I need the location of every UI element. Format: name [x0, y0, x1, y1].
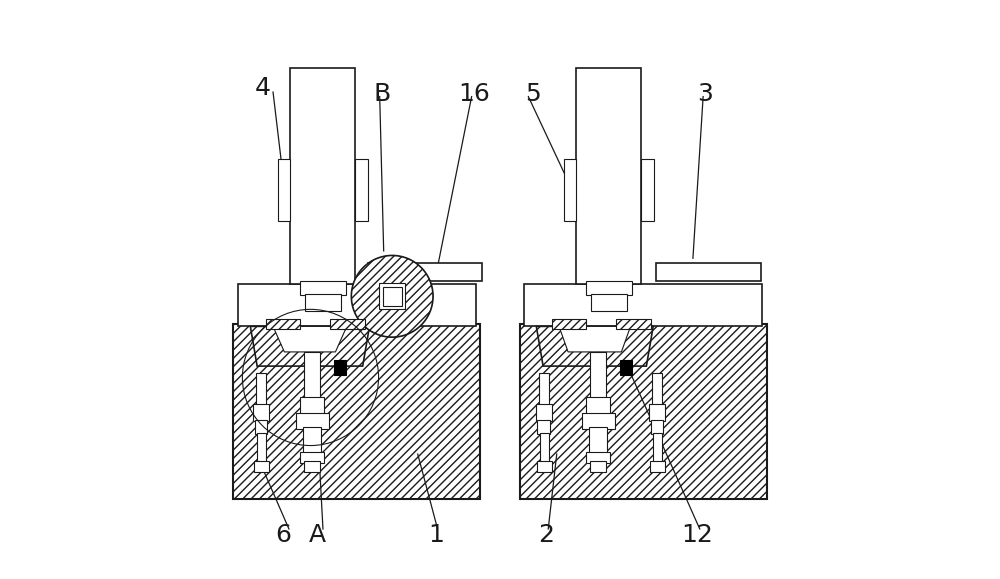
Bar [300, 397, 324, 415]
Bar [524, 284, 762, 327]
Bar [330, 319, 365, 329]
Bar [290, 68, 355, 284]
Bar [355, 159, 368, 221]
Bar [300, 452, 324, 463]
Bar [653, 433, 662, 463]
Bar [304, 461, 320, 472]
Bar [652, 373, 662, 406]
Bar [651, 420, 663, 434]
Text: 4: 4 [255, 76, 271, 100]
Text: 6: 6 [275, 523, 291, 547]
Text: 12: 12 [682, 523, 713, 547]
Bar [305, 294, 341, 311]
Text: 2: 2 [539, 523, 555, 547]
Bar [266, 319, 300, 329]
Bar [650, 461, 665, 472]
Bar [590, 461, 606, 472]
Bar [576, 68, 641, 284]
Bar [368, 263, 482, 281]
Text: 1: 1 [429, 523, 444, 547]
Bar [552, 319, 586, 329]
Bar [539, 373, 549, 406]
Polygon shape [250, 327, 369, 366]
Bar [238, 284, 476, 327]
Bar [296, 413, 329, 428]
Bar [253, 404, 269, 421]
Text: 5: 5 [525, 82, 541, 106]
Bar [257, 433, 266, 463]
Bar [591, 294, 627, 311]
Bar [582, 413, 615, 428]
Bar [255, 420, 267, 434]
Bar [304, 352, 320, 400]
Circle shape [351, 255, 433, 337]
Bar [379, 283, 405, 309]
Text: 16: 16 [459, 82, 490, 106]
Bar [334, 360, 346, 375]
Text: B: B [374, 82, 391, 106]
Bar [278, 159, 290, 221]
Bar [383, 287, 402, 306]
Bar [256, 373, 266, 406]
Bar [589, 427, 607, 454]
Bar [536, 404, 552, 421]
Bar [300, 281, 346, 295]
Bar [254, 461, 269, 472]
Text: A: A [309, 523, 326, 547]
Bar [564, 159, 576, 221]
Bar [540, 433, 549, 463]
Polygon shape [273, 327, 347, 352]
Bar [616, 319, 651, 329]
Polygon shape [559, 327, 631, 352]
Bar [586, 397, 610, 415]
Bar [656, 263, 761, 281]
Bar [233, 324, 480, 500]
Bar [586, 281, 632, 295]
Bar [520, 324, 767, 500]
Bar [586, 452, 610, 463]
Bar [537, 420, 550, 434]
Bar [641, 159, 654, 221]
Bar [590, 352, 606, 400]
Bar [649, 404, 665, 421]
Polygon shape [536, 327, 653, 366]
Bar [303, 427, 321, 454]
Bar [537, 461, 552, 472]
Text: 3: 3 [697, 82, 713, 106]
Bar [620, 360, 632, 375]
